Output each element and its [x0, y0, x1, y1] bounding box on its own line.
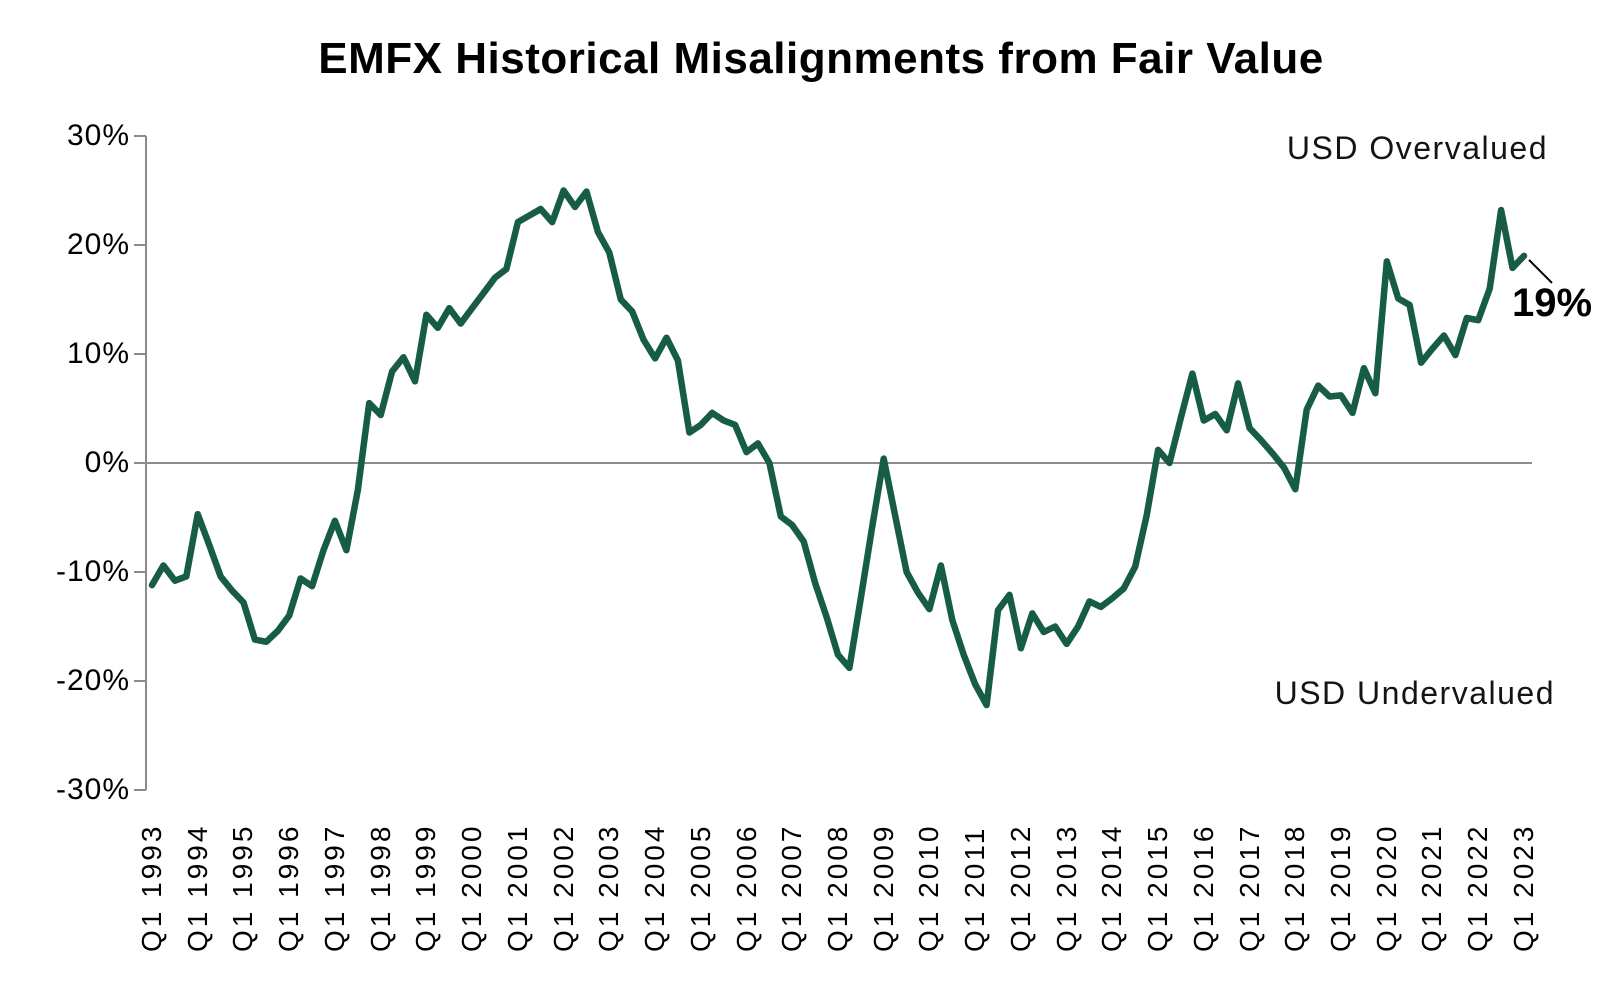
- y-axis-tick-label: 10%: [66, 337, 130, 370]
- y-axis-tick-label: 0%: [84, 446, 130, 479]
- x-axis-tick-label: Q1 2012: [1004, 823, 1036, 952]
- y-axis-tick-label: 20%: [66, 228, 130, 261]
- x-axis-tick-label: Q1 2021: [1416, 823, 1448, 952]
- x-axis-tick-label: Q1 2003: [593, 823, 625, 952]
- y-axis-tick-label: -20%: [55, 664, 130, 697]
- y-axis-and-zero-gridline: [134, 135, 1532, 791]
- x-axis-tick-label: Q1 2001: [501, 823, 533, 952]
- x-axis-tick-label: Q1 2008: [821, 823, 853, 952]
- x-axis-tick-label: Q1 2004: [639, 823, 671, 952]
- x-axis-tick-label: Q1 2007: [776, 823, 808, 952]
- label-leader-line: [1528, 259, 1553, 284]
- x-axis-tick-label: Q1 1993: [136, 823, 167, 952]
- y-axis-tick-label: -10%: [55, 555, 130, 588]
- x-axis-tick-label: Q1 2002: [547, 823, 579, 952]
- x-axis-tick-label: Q1 1997: [318, 823, 350, 952]
- x-axis-tick-label: Q1 2000: [456, 823, 488, 952]
- annotation-usd-overvalued: USD Overvalued: [1286, 130, 1548, 166]
- x-axis-tick-label: Q1 1998: [364, 823, 396, 952]
- x-axis-tick-label: Q1 2005: [684, 823, 716, 952]
- x-axis-tick-label: Q1 1994: [181, 823, 213, 952]
- x-axis-tick-label: Q1 2014: [1096, 823, 1128, 952]
- x-axis-tick-label: Q1 2013: [1050, 823, 1082, 952]
- x-axis-tick-label: Q1 2009: [867, 823, 899, 952]
- x-axis-tick-label: Q1 1996: [273, 823, 305, 952]
- x-axis-tick-label: Q1 2010: [913, 823, 945, 952]
- y-axis-tick-label: 30%: [66, 119, 130, 152]
- chart-title: EMFX Historical Misalignments from Fair …: [318, 34, 1324, 83]
- x-axis-tick-label: Q1 1995: [227, 823, 259, 952]
- emfx-line: [148, 187, 1528, 709]
- x-axis-tick-label: Q1 2023: [1507, 823, 1539, 952]
- x-axis-tick-label: Q1 2017: [1233, 823, 1265, 952]
- x-axis-tick-label: Q1 2019: [1325, 823, 1357, 952]
- x-axis-tick-label: Q1 1999: [410, 823, 442, 952]
- x-axis-tick-label: Q1 2022: [1462, 823, 1494, 952]
- x-axis-tick-label: Q1 2018: [1279, 823, 1311, 952]
- x-axis-tick-label: Q1 2016: [1187, 823, 1219, 952]
- x-axis-tick-label: Q1 2006: [730, 823, 762, 952]
- last-value-label: 19%: [1512, 281, 1593, 325]
- x-axis-tick-label: Q1 2011: [959, 825, 991, 952]
- x-axis-tick-label: Q1 2015: [1142, 823, 1174, 952]
- annotation-usd-undervalued: USD Undervalued: [1274, 675, 1555, 711]
- y-axis-tick-label: -30%: [55, 773, 130, 806]
- x-axis-tick-label: Q1 2020: [1370, 823, 1402, 952]
